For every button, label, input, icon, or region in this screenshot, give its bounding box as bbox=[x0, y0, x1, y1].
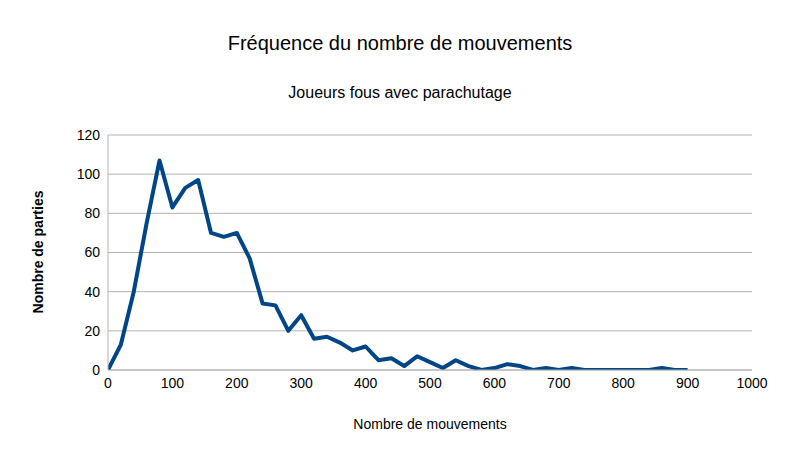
svg-text:500: 500 bbox=[418, 375, 442, 391]
svg-text:1000: 1000 bbox=[736, 375, 767, 391]
html-text:Fréquence du nombre de mouveme: Fréquence du nombre de mouvements bbox=[227, 32, 573, 54]
svg-text:400: 400 bbox=[354, 375, 378, 391]
svg-text:0: 0 bbox=[104, 375, 112, 391]
svg-text:200: 200 bbox=[225, 375, 249, 391]
svg-text:100: 100 bbox=[161, 375, 185, 391]
svg-text:600: 600 bbox=[483, 375, 507, 391]
html-text:Nombre de mouvements: Nombre de mouvements bbox=[353, 416, 507, 432]
svg-text:0: 0 bbox=[92, 362, 100, 378]
svg-text:60: 60 bbox=[84, 244, 100, 260]
svg-text:40: 40 bbox=[84, 284, 100, 300]
svg-text:900: 900 bbox=[676, 375, 700, 391]
svg-text:300: 300 bbox=[290, 375, 314, 391]
svg-text:100: 100 bbox=[77, 166, 101, 182]
svg-text:120: 120 bbox=[77, 127, 101, 143]
svg-text:80: 80 bbox=[84, 205, 100, 221]
svg-text:700: 700 bbox=[547, 375, 571, 391]
html-text:Joueurs fous avec parachutage: Joueurs fous avec parachutage bbox=[288, 84, 512, 101]
html-text:Nombre de parties: Nombre de parties bbox=[30, 190, 46, 314]
svg-text:20: 20 bbox=[84, 323, 100, 339]
svg-text:800: 800 bbox=[612, 375, 636, 391]
